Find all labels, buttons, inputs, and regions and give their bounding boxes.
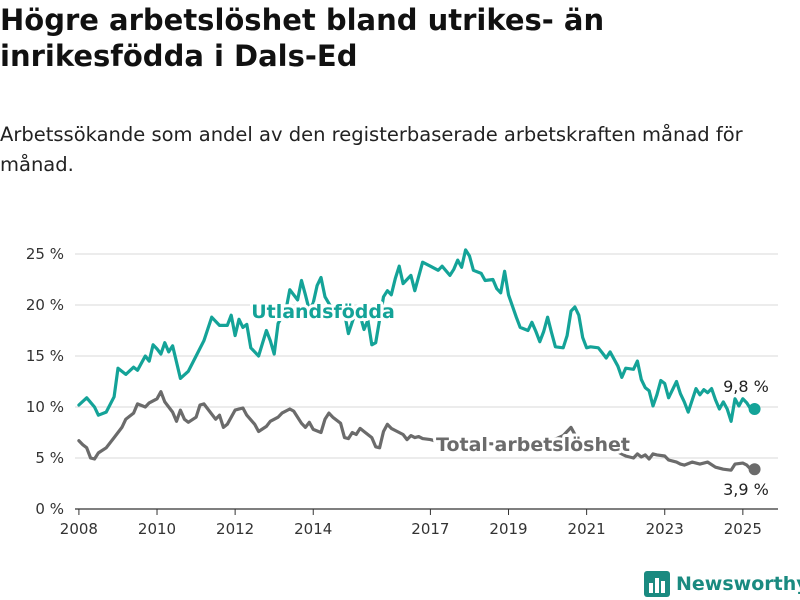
series-lines — [77, 248, 761, 476]
x-tick-label: 2023 — [646, 520, 684, 538]
x-tick-label: 2014 — [294, 520, 332, 538]
series-name-label: Total arbetslöshet — [436, 434, 630, 456]
x-tick-label: 2010 — [138, 520, 176, 538]
series-line-1 — [77, 390, 757, 472]
x-tick-label: 2012 — [216, 520, 254, 538]
chart-title: Högre arbetslöshet bland utrikes- än inr… — [0, 3, 605, 73]
x-tick-label: 2025 — [724, 520, 762, 538]
series-end-label: 3,9 % — [723, 480, 769, 499]
brand-name: Newsworthy — [676, 573, 800, 595]
series-end-point-1 — [748, 463, 761, 476]
x-axis: 2008 2010 2012 2014 2017 2019 2021 2023 2025 — [60, 509, 762, 538]
series-line-0 — [77, 248, 757, 423]
bar-chart-icon — [644, 571, 670, 597]
y-axis: 0 % 5 % 10 % 15 % 20 % 25 % — [26, 245, 64, 518]
y-tick-label: 10 % — [26, 398, 64, 416]
y-tick-label: 25 % — [26, 245, 64, 263]
gridlines — [75, 253, 778, 510]
x-tick-label: 2019 — [489, 520, 527, 538]
y-tick-label: 5 % — [35, 449, 64, 467]
brand-logo: Newsworthy — [644, 570, 800, 598]
x-tick-label: 2008 — [60, 520, 98, 538]
y-tick-label: 15 % — [26, 347, 64, 365]
series-name-label: Utlandsfödda — [251, 301, 395, 323]
x-tick-label: 2017 — [411, 520, 449, 538]
chart-subtitle: Arbetssökande som andel av den registerb… — [0, 123, 743, 176]
x-tick-label: 2021 — [568, 520, 606, 538]
y-tick-label: 20 % — [26, 296, 64, 314]
series-end-label: 9,8 % — [723, 377, 769, 396]
series-name-halo: Total arbetslöshet — [436, 434, 630, 456]
y-tick-label: 0 % — [35, 500, 64, 518]
series-end-point-0 — [748, 403, 761, 416]
series-name-halo: Utlandsfödda — [251, 301, 395, 323]
